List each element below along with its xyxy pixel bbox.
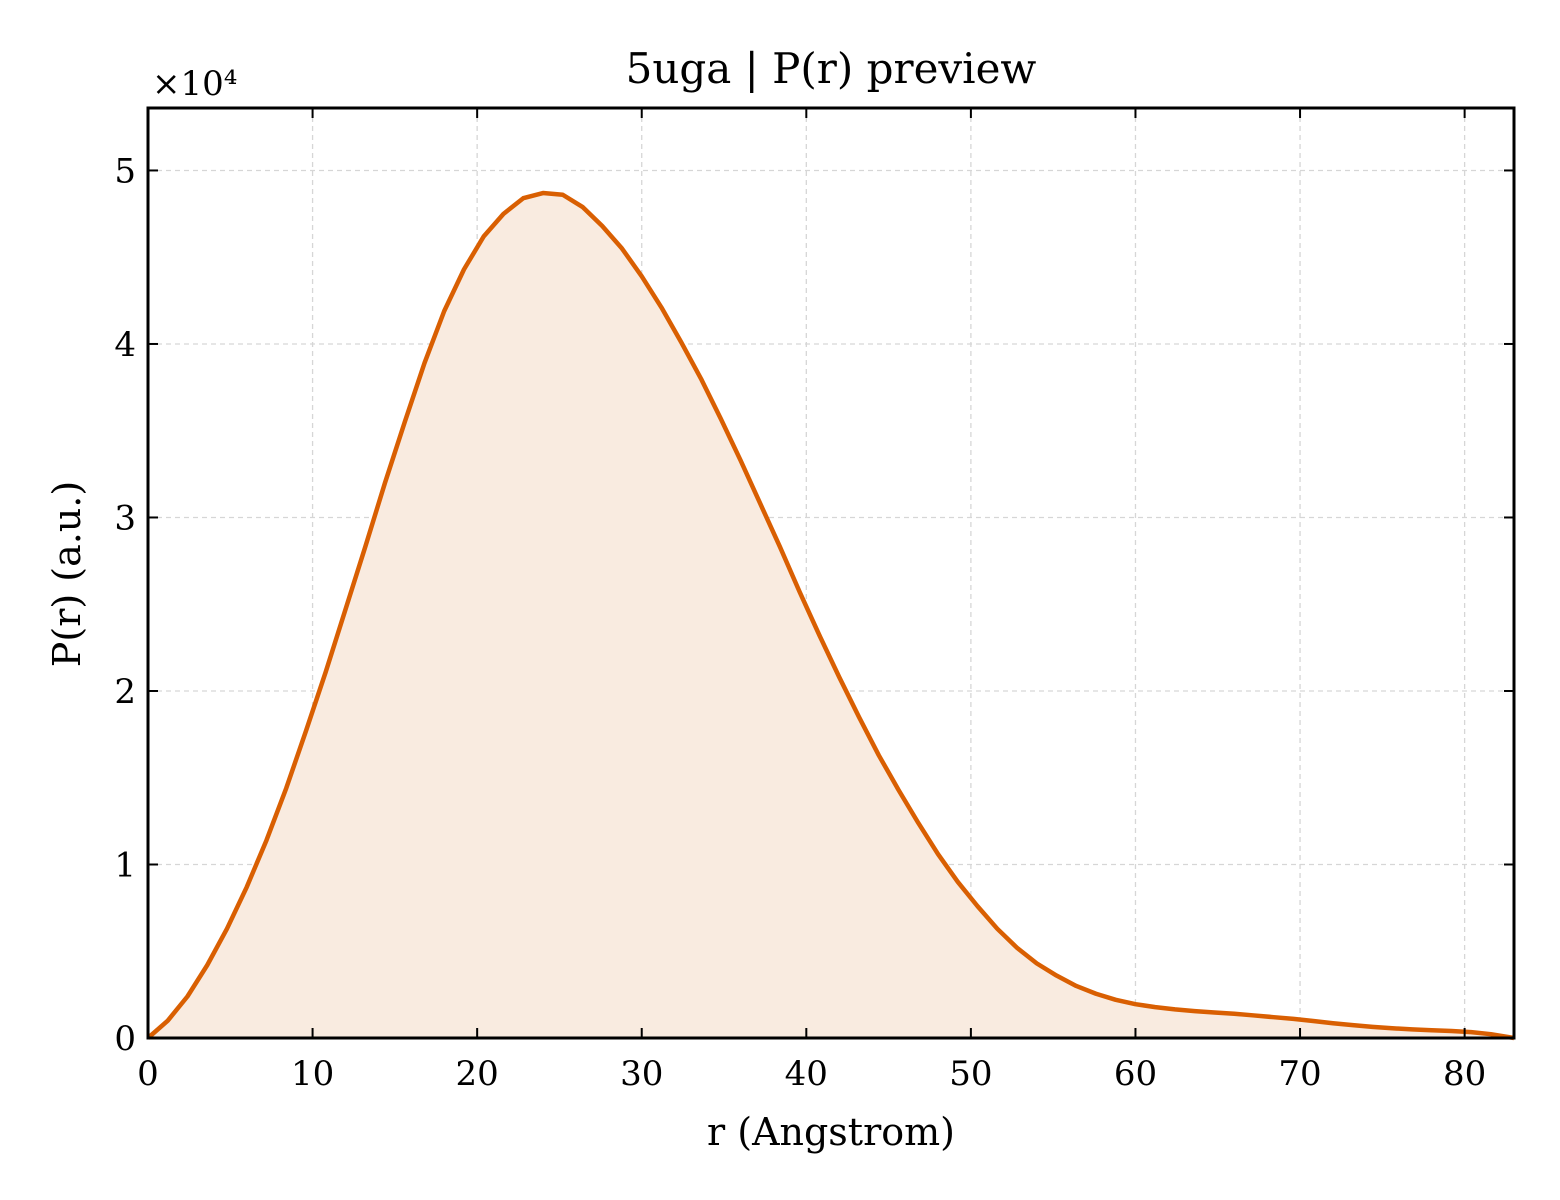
y-tick-label: 2	[114, 672, 136, 712]
chart-title: 5uga | P(r) preview	[626, 44, 1037, 93]
y-tick-label: 4	[114, 325, 136, 365]
x-tick-label: 70	[1278, 1054, 1321, 1094]
pr-series-line	[146, 190, 1515, 1041]
y-tick-label: 1	[114, 845, 136, 885]
y-tick-label: 3	[114, 498, 136, 538]
x-tick-label: 0	[137, 1054, 159, 1094]
y-multiplier-label: ×10⁴	[152, 64, 237, 104]
pr-area-fill	[148, 193, 1514, 1038]
x-tick-label: 10	[291, 1054, 334, 1094]
x-tick-label: 50	[949, 1054, 992, 1094]
plot-frame	[146, 106, 1516, 1040]
x-tick-label: 80	[1443, 1054, 1486, 1094]
x-axis-label: r (Angstrom)	[707, 1110, 955, 1154]
x-tick-label: 30	[620, 1054, 663, 1094]
y-tick-label: 5	[114, 151, 136, 191]
x-tick-label: 60	[1114, 1054, 1157, 1094]
axis-ticks: 0 10 20 30 40 50 60 70 80 0 1 2 3 4 5	[114, 108, 1514, 1094]
x-tick-label: 20	[456, 1054, 499, 1094]
y-tick-label: 0	[114, 1019, 136, 1059]
y-axis-label: P(r) (a.u.)	[45, 481, 89, 667]
x-tick-label: 40	[785, 1054, 828, 1094]
